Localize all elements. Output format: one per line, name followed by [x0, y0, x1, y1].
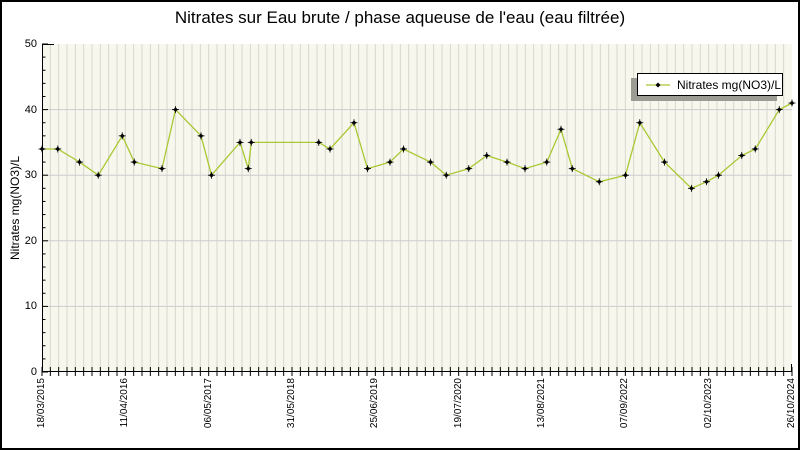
y-tick-label: 10 — [24, 300, 37, 313]
x-tick-label: 07/09/2022 — [619, 378, 631, 429]
legend: Nitrates mg(NO3)/L — [637, 73, 783, 96]
x-tick-label: 06/05/2017 — [202, 378, 214, 429]
y-tick-label: 0 — [30, 366, 37, 378]
x-tick-label: 19/07/2020 — [452, 378, 464, 429]
chart-title: Nitrates sur Eau brute / phase aqueuse d… — [174, 8, 626, 27]
x-tick-label: 13/08/2021 — [536, 378, 547, 429]
legend-label: Nitrates mg(NO3)/L — [677, 77, 782, 92]
y-axis-label: Nitrates mg(NO3)/L — [8, 155, 22, 261]
line-plot — [38, 43, 796, 376]
y-tick-label: 50 — [24, 38, 37, 50]
y-tick-label: 30 — [24, 169, 37, 182]
legend-marker-icon — [646, 82, 670, 87]
x-tick-label: 26/10/2024 — [786, 378, 797, 429]
y-tick-label: 40 — [24, 103, 37, 116]
x-tick-label: 02/10/2023 — [702, 378, 714, 429]
y-tick-label: 20 — [24, 234, 37, 247]
x-tick-label: 18/03/2015 — [36, 378, 47, 429]
x-tick-label: 31/05/2018 — [286, 378, 297, 429]
x-tick-label: 11/04/2016 — [119, 378, 131, 428]
x-tick-label: 25/06/2019 — [369, 378, 381, 429]
